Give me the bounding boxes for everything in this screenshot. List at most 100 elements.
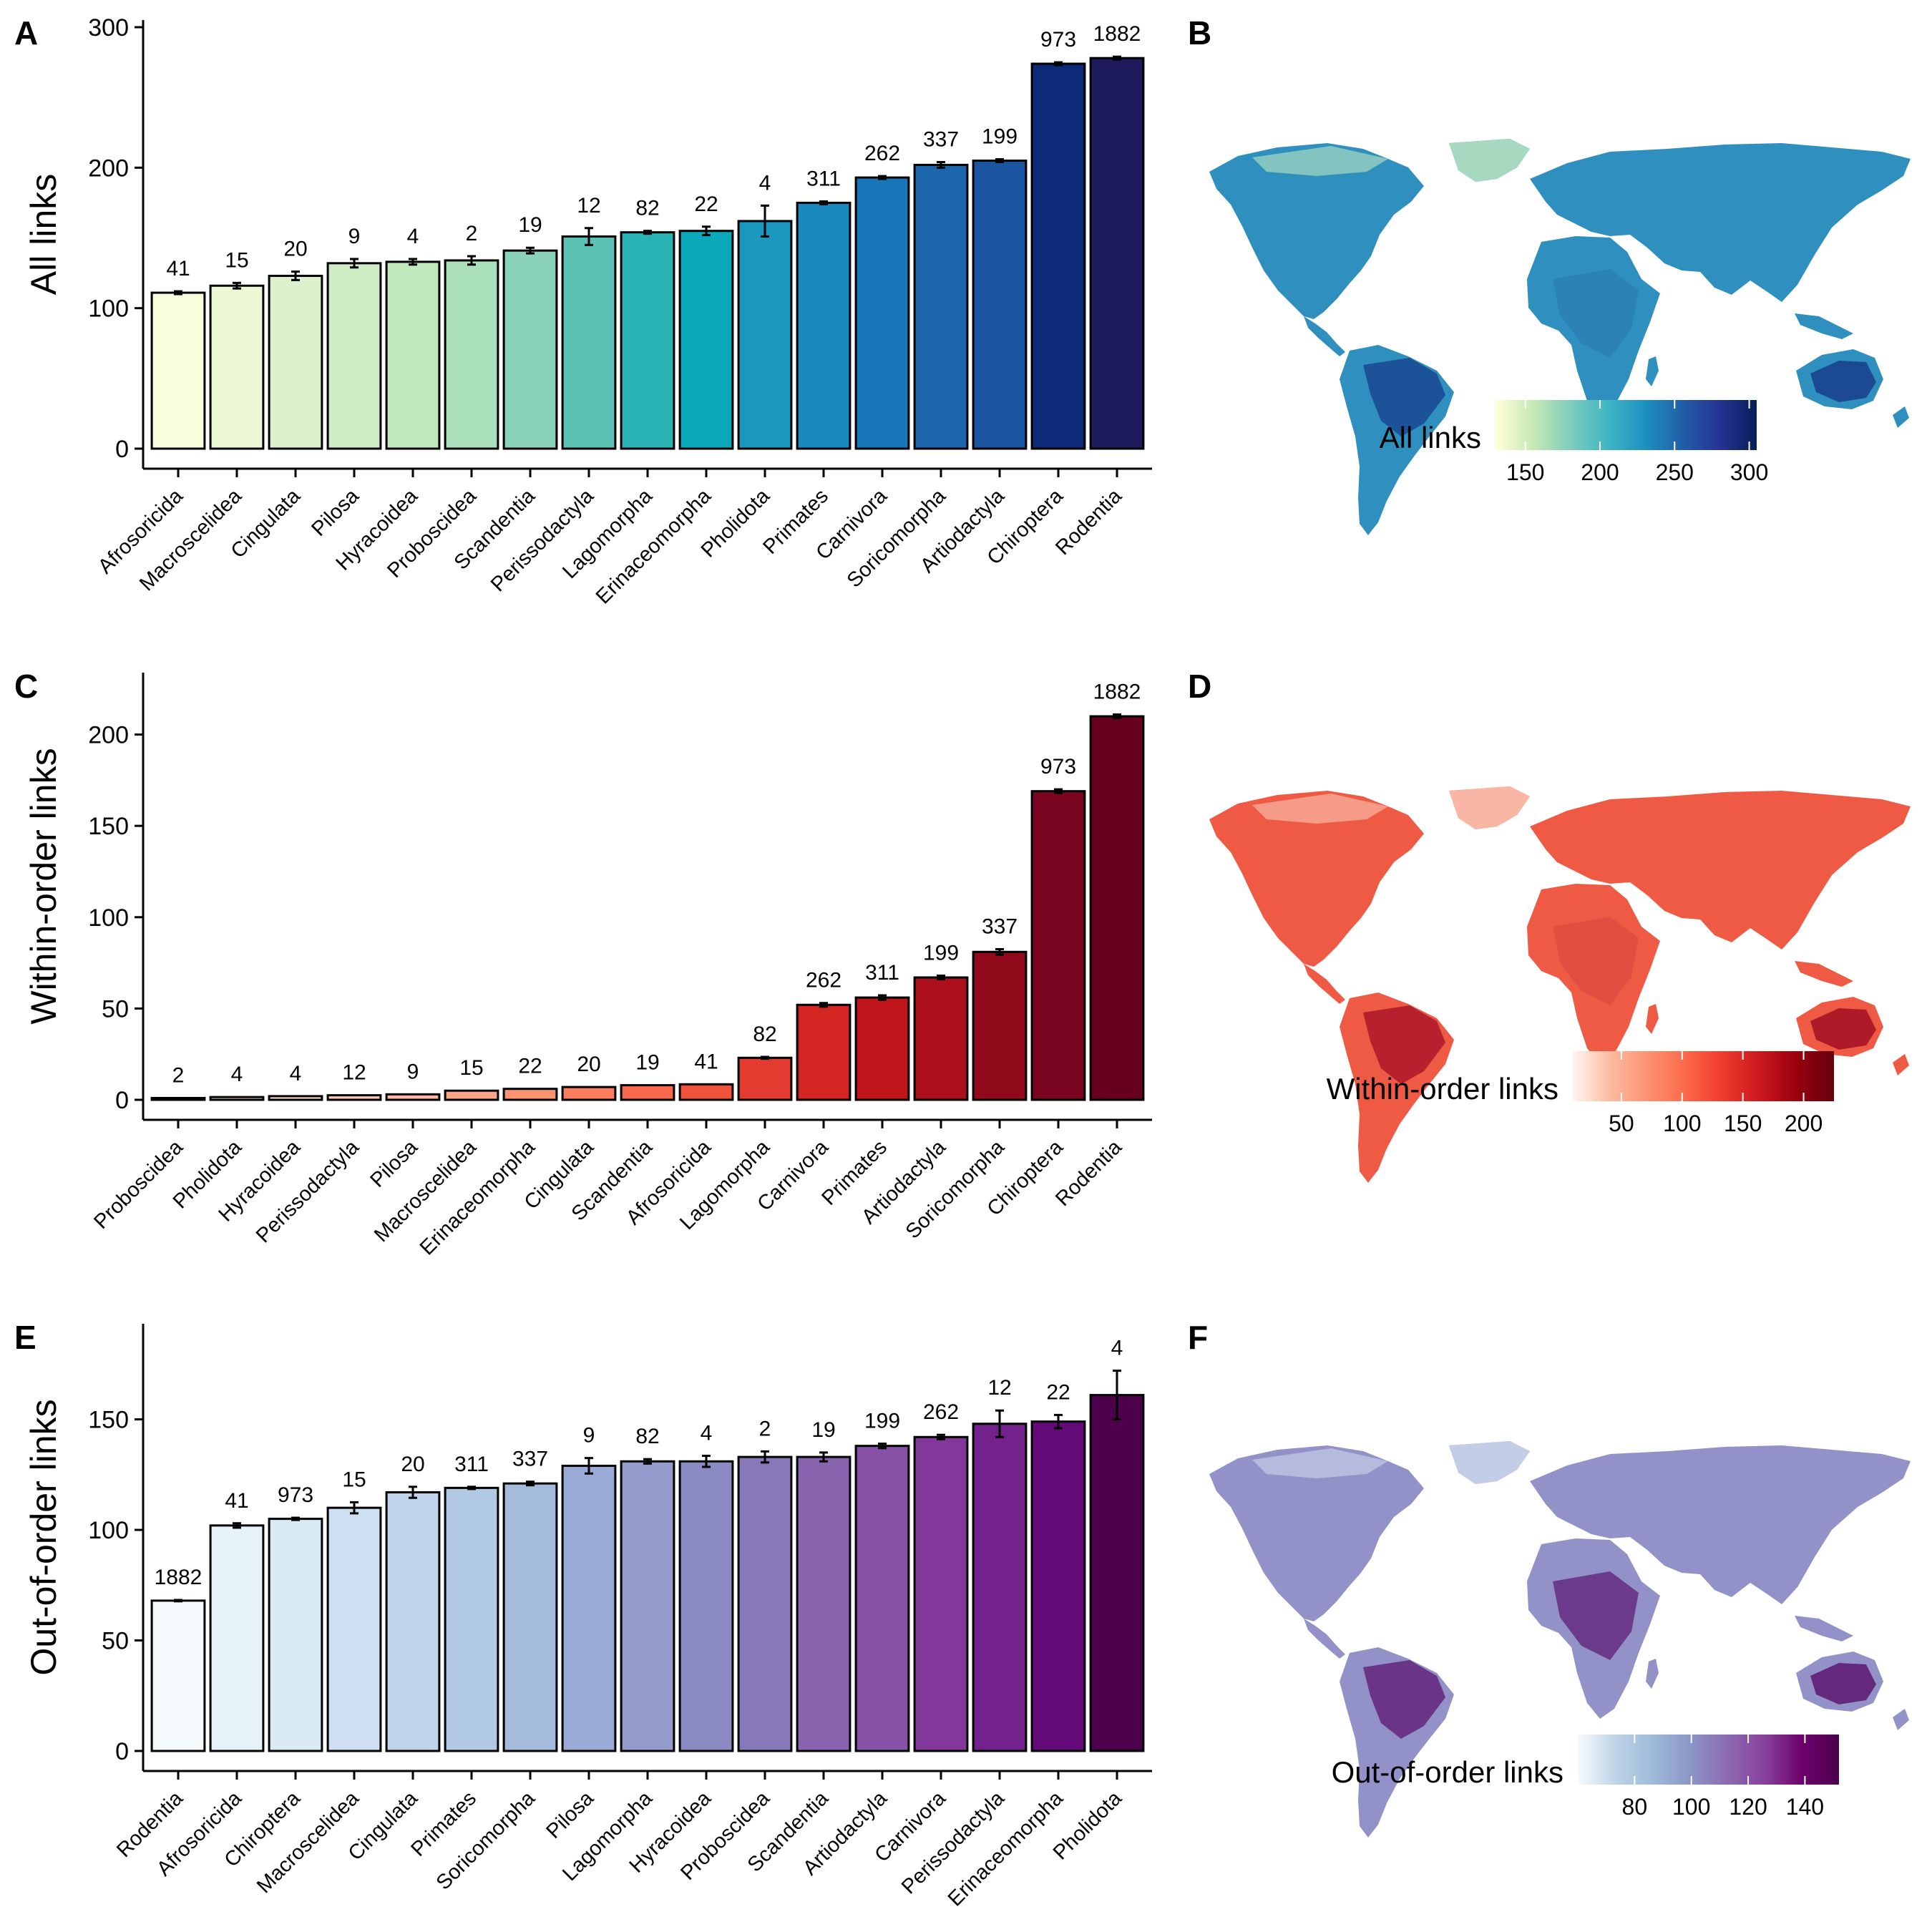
legend-tick-label: 300	[1730, 459, 1768, 485]
bar	[1089, 1394, 1145, 1752]
data-label: 973	[278, 1483, 313, 1507]
data-label: 1882	[155, 1566, 203, 1589]
data-label: 337	[923, 127, 959, 151]
bar	[854, 176, 910, 450]
data-label: 337	[512, 1448, 548, 1471]
world-map	[1209, 786, 1911, 1183]
highlight-region	[1810, 1663, 1876, 1704]
data-label: 82	[635, 1425, 659, 1448]
bar	[620, 1084, 675, 1101]
data-label: 1882	[1093, 680, 1141, 703]
bar	[150, 291, 206, 450]
data-label: 1882	[1093, 22, 1141, 46]
bar	[444, 1089, 499, 1101]
bar	[561, 1464, 617, 1752]
bar	[502, 1088, 558, 1101]
bar	[385, 1491, 441, 1752]
legend-tick-label: 100	[1663, 1111, 1701, 1136]
data-label: 19	[518, 213, 542, 237]
legend-colorbar	[1496, 400, 1757, 450]
bar	[326, 1094, 382, 1101]
x-tick-label: Rodentia	[1051, 484, 1126, 560]
data-label: 22	[518, 1055, 542, 1078]
bar	[972, 160, 1028, 450]
highlight-region	[1363, 1660, 1445, 1739]
data-label: 2	[466, 222, 478, 245]
world-map	[1209, 1441, 1911, 1838]
data-label: 4	[290, 1062, 302, 1085]
bar	[737, 1455, 793, 1752]
bar	[913, 976, 969, 1101]
legend-tick-label: 120	[1729, 1794, 1767, 1820]
data-label: 4	[407, 225, 419, 248]
data-label: 15	[225, 248, 248, 272]
data-label: 199	[864, 1410, 900, 1433]
bar	[150, 1096, 206, 1101]
y-tick-label: 150	[88, 813, 129, 840]
y-tick-label: 50	[102, 1628, 129, 1655]
highlight-region	[1363, 1005, 1445, 1084]
data-label: 41	[166, 257, 190, 280]
bar	[326, 262, 382, 450]
data-label: 199	[923, 941, 959, 965]
data-label: 4	[1111, 1337, 1123, 1360]
y-tick-label: 0	[115, 1087, 129, 1114]
bar	[796, 1003, 852, 1101]
x-tick-label: Pilosa	[307, 484, 364, 541]
y-tick-label: 300	[88, 14, 129, 42]
bar	[796, 1455, 852, 1752]
data-label: 12	[577, 194, 600, 218]
y-tick-label: 100	[88, 904, 129, 932]
data-label: 41	[694, 1050, 718, 1073]
bar	[209, 284, 265, 450]
data-label: 4	[701, 1422, 713, 1445]
data-label: 15	[459, 1056, 483, 1080]
data-label: 2	[172, 1063, 185, 1087]
data-label: 262	[806, 969, 841, 992]
panel-letter: E	[14, 1319, 36, 1356]
x-tick-label: Rodentia	[1051, 1136, 1126, 1211]
bar	[678, 230, 734, 450]
greenland-region	[1449, 786, 1530, 829]
y-axis-label: Out-of-order links	[24, 1399, 64, 1675]
bar	[620, 231, 675, 450]
data-label: 9	[348, 225, 361, 248]
bar	[502, 249, 558, 450]
legend-title: All links	[1380, 421, 1481, 454]
x-tick-label: Macroscelidea	[135, 484, 246, 595]
bar	[1030, 790, 1086, 1101]
bar	[1030, 1420, 1086, 1752]
bar	[1089, 715, 1145, 1101]
bar	[678, 1083, 734, 1101]
y-tick-label: 0	[115, 436, 129, 463]
highlight-region	[1363, 358, 1445, 436]
x-tick-label: Proboscidea	[89, 1136, 187, 1234]
data-label: 2	[759, 1417, 771, 1440]
highlight-region	[1553, 269, 1639, 358]
highlight-region	[1553, 917, 1639, 1005]
data-label: 262	[864, 142, 900, 165]
arctic-region	[1252, 1448, 1388, 1478]
arctic-region	[1252, 146, 1388, 176]
highlight-region	[1810, 1008, 1876, 1050]
y-tick-label: 150	[88, 1407, 129, 1434]
data-label: 20	[577, 1053, 600, 1076]
data-label: 973	[1040, 755, 1076, 779]
bar	[737, 1056, 793, 1101]
data-label: 19	[635, 1051, 659, 1075]
y-tick-label: 100	[88, 1517, 129, 1544]
bar	[150, 1599, 206, 1752]
bar	[268, 1518, 323, 1752]
data-label: 19	[811, 1418, 835, 1442]
greenland-region	[1449, 1441, 1530, 1484]
x-tick-label: Macroscelidea	[370, 1136, 481, 1246]
x-tick-label: Macroscelidea	[253, 1787, 364, 1898]
bar	[1030, 62, 1086, 450]
data-label: 12	[342, 1061, 366, 1085]
bar	[913, 1435, 969, 1752]
bar	[209, 1524, 265, 1752]
bar	[502, 1482, 558, 1752]
